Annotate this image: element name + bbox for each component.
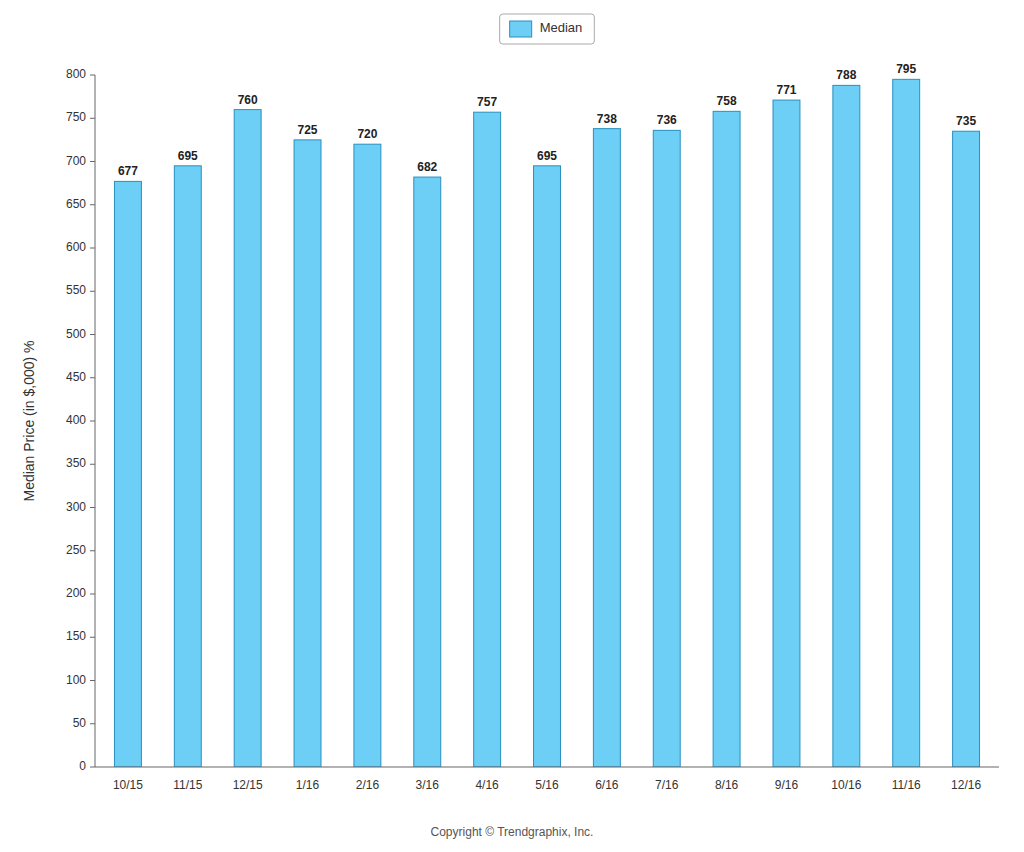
x-tick-label: 9/16 [775,778,799,792]
data-label: 738 [597,112,617,126]
x-tick-label: 11/15 [173,778,202,792]
bar [534,166,561,767]
x-tick-label: 10/15 [113,778,143,792]
y-tick-label: 100 [66,673,86,687]
y-tick-label: 250 [66,543,86,557]
chart: 0 50 100 150 200 250 300 350 400 450 500 550 600 650 7… [0,0,1024,852]
y-tick [90,161,95,162]
y-tick [90,204,95,205]
x-tick-label: 8/16 [715,778,739,792]
y-tick [90,550,95,551]
data-label: 758 [717,94,737,108]
legend-swatch [510,21,532,37]
legend-frame [500,14,595,44]
bar [174,166,201,767]
y-tick-label: 550 [66,283,86,297]
y-tick [90,594,95,595]
x-tick-label: 11/16 [892,778,921,792]
bar [474,112,501,767]
data-label: 695 [178,149,198,163]
data-labels: 677 695 760 725 720 682 757 695 738 736 758 771 788 7… [118,62,976,178]
y-tick-label: 350 [66,456,86,470]
data-label: 720 [357,127,377,141]
x-tick-label: 1/16 [296,778,320,792]
y-tick-label: 600 [66,240,86,254]
y-tick-label: 0 [79,759,86,773]
y-tick [90,767,95,768]
y-tick [90,637,95,638]
data-label: 677 [118,164,138,178]
y-tick [90,507,95,508]
x-tick-label: 6/16 [595,778,619,792]
y-tick-label: 750 [66,110,86,124]
x-tick-label: 7/16 [655,778,679,792]
x-tick-label: 12/16 [951,778,981,792]
bar [234,110,261,767]
bar [773,100,800,767]
data-label: 760 [238,93,258,107]
y-tick [90,723,95,724]
x-tick-label: 2/16 [356,778,380,792]
y-tick-label: 650 [66,197,86,211]
y-tick [90,291,95,292]
y-tick-label: 50 [73,716,87,730]
x-tick-label: 10/16 [831,778,861,792]
y-tick-label: 450 [66,370,86,384]
y-axis-line [95,75,96,767]
y-tick [90,75,95,76]
y-axis: 0 50 100 150 200 250 300 350 400 450 500 550 600 650 7… [66,67,95,773]
y-tick-label: 150 [66,629,86,643]
y-tick [90,377,95,378]
bar [593,129,620,767]
bar [953,131,980,767]
y-tick [90,248,95,249]
y-tick [90,680,95,681]
y-tick-label: 200 [66,586,86,600]
x-axis: 10/15 11/15 12/15 1/16 2/16 3/16 4/16 5/16 6/16 7… [113,778,982,792]
bars [114,79,979,767]
bar [414,177,441,767]
data-label: 788 [836,68,856,82]
y-tick [90,464,95,465]
y-tick-label: 300 [66,500,86,514]
data-label: 695 [537,149,557,163]
y-tick-label: 800 [66,67,86,81]
y-tick-label: 500 [66,327,86,341]
x-tick-label: 4/16 [475,778,499,792]
x-tick-label: 5/16 [535,778,559,792]
y-tick [90,334,95,335]
legend-label: Median [540,20,583,35]
y-axis-label: Median Price (in $,000) % [21,340,37,501]
data-label: 725 [298,123,318,137]
x-tick-label: 3/16 [416,778,440,792]
bar [713,111,740,767]
data-label: 736 [657,113,677,127]
data-label: 682 [417,160,437,174]
y-tick-label: 700 [66,154,86,168]
bar [833,85,860,767]
legend: Median [500,14,595,44]
bar [294,140,321,767]
data-label: 757 [477,95,497,109]
x-axis-line [95,767,999,768]
bar [653,130,680,767]
y-tick [90,118,95,119]
data-label: 795 [896,62,916,76]
bar [114,181,141,767]
y-tick [90,421,95,422]
bar [893,79,920,767]
annotation: Copyright © Trendgraphix, Inc. [431,825,594,839]
bar [354,144,381,767]
x-tick-label: 12/15 [233,778,263,792]
data-label: 771 [776,83,796,97]
y-tick-label: 400 [66,413,86,427]
data-label: 735 [956,114,976,128]
